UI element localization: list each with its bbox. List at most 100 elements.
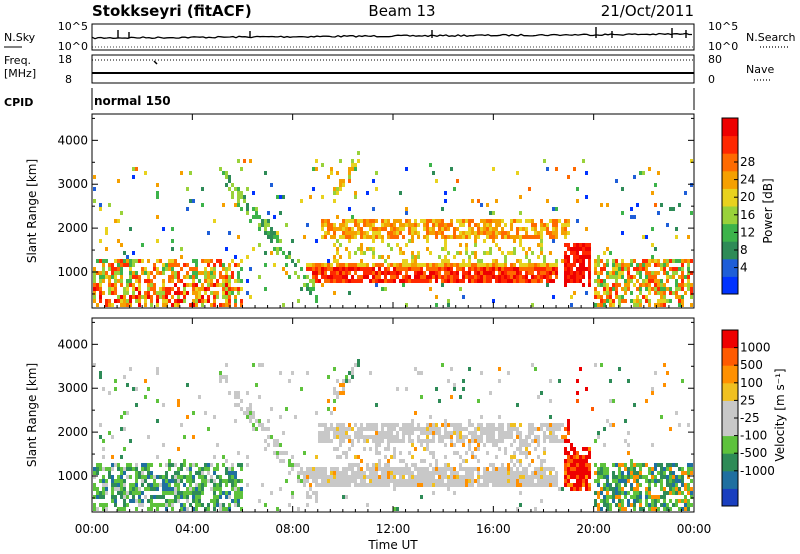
- heatmap-cell: [372, 263, 375, 267]
- heatmap-cell: [624, 495, 627, 499]
- heatmap-cell: [180, 467, 183, 471]
- heatmap-cell: [570, 247, 573, 251]
- heatmap-cell: [477, 263, 480, 267]
- heatmap-cell: [486, 235, 489, 239]
- heatmap-cell: [456, 279, 459, 283]
- heatmap-cell: [525, 435, 528, 439]
- heatmap-cell: [681, 479, 684, 483]
- heatmap-cell: [447, 267, 450, 271]
- heatmap-cell: [288, 463, 291, 467]
- heatmap-cell: [426, 471, 429, 475]
- heatmap-cell: [462, 379, 465, 383]
- heatmap-cell: [99, 503, 102, 507]
- heatmap-cell: [168, 483, 171, 487]
- heatmap-cell: [210, 259, 213, 263]
- heatmap-cell: [483, 483, 486, 487]
- heatmap-cell: [633, 491, 636, 495]
- heatmap-cell: [684, 259, 687, 263]
- heatmap-cell: [648, 271, 651, 275]
- heatmap-cell: [429, 263, 432, 267]
- heatmap-cell: [156, 507, 159, 511]
- heatmap-cell: [237, 491, 240, 495]
- heatmap-cell: [411, 479, 414, 483]
- heatmap-cell: [687, 263, 690, 267]
- heatmap-cell: [183, 435, 186, 439]
- heatmap-cell: [321, 195, 324, 199]
- heatmap-cell: [519, 431, 522, 435]
- heatmap-cell: [183, 495, 186, 499]
- heatmap-cell: [498, 267, 501, 271]
- heatmap-cell: [402, 475, 405, 479]
- heatmap-cell: [531, 223, 534, 227]
- heatmap-cell: [105, 227, 108, 231]
- heatmap-cell: [612, 495, 615, 499]
- heatmap-cell: [483, 471, 486, 475]
- heatmap-cell: [192, 259, 195, 263]
- heatmap-cell: [165, 483, 168, 487]
- heatmap-cell: [486, 223, 489, 227]
- heatmap-cell: [390, 423, 393, 427]
- heatmap-cell: [96, 471, 99, 475]
- heatmap-cell: [102, 291, 105, 295]
- heatmap-cell: [642, 235, 645, 239]
- heatmap-cell: [357, 231, 360, 235]
- heatmap-cell: [636, 487, 639, 491]
- heatmap-cell: [681, 275, 684, 279]
- heatmap-cell: [333, 187, 336, 191]
- heatmap-cell: [507, 371, 510, 375]
- heatmap-cell: [471, 227, 474, 231]
- heatmap-cell: [513, 239, 516, 243]
- heatmap-cell: [174, 495, 177, 499]
- heatmap-cell: [354, 475, 357, 479]
- heatmap-cell: [603, 287, 606, 291]
- heatmap-cell: [573, 271, 576, 275]
- heatmap-cell: [636, 295, 639, 299]
- heatmap-cell: [315, 467, 318, 471]
- heatmap-cell: [426, 231, 429, 235]
- y-tick-label: 1000: [57, 469, 88, 483]
- heatmap-cell: [687, 267, 690, 271]
- heatmap-cell: [624, 287, 627, 291]
- heatmap-cell: [225, 267, 228, 271]
- heatmap-cell: [171, 503, 174, 507]
- heatmap-cell: [336, 379, 339, 383]
- heatmap-cell: [528, 463, 531, 467]
- heatmap-cell: [336, 271, 339, 275]
- heatmap-cell: [213, 495, 216, 499]
- heatmap-cell: [120, 427, 123, 431]
- heatmap-cell: [585, 459, 588, 463]
- heatmap-cell: [258, 499, 261, 503]
- heatmap-cell: [129, 263, 132, 267]
- heatmap-cell: [342, 183, 345, 187]
- heatmap-cell: [204, 267, 207, 271]
- heatmap-cell: [342, 431, 345, 435]
- heatmap-cell: [342, 423, 345, 427]
- heatmap-cell: [501, 267, 504, 271]
- heatmap-cell: [195, 507, 198, 511]
- heatmap-cell: [408, 227, 411, 231]
- heatmap-cell: [468, 471, 471, 475]
- heatmap-cell: [216, 259, 219, 263]
- heatmap-cell: [108, 431, 111, 435]
- heatmap-cell: [309, 487, 312, 491]
- heatmap-cell: [120, 415, 123, 419]
- heatmap-cell: [420, 395, 423, 399]
- heatmap-cell: [192, 411, 195, 415]
- heatmap-cell: [579, 463, 582, 467]
- heatmap-cell: [156, 183, 159, 187]
- station-title: Stokkseyri (fitACF): [92, 2, 252, 20]
- heatmap-cell: [180, 491, 183, 495]
- heatmap-cell: [150, 271, 153, 275]
- heatmap-cell: [423, 475, 426, 479]
- heatmap-cell: [261, 219, 264, 223]
- heatmap-cell: [378, 443, 381, 447]
- heatmap-cell: [327, 435, 330, 439]
- heatmap-cell: [507, 423, 510, 427]
- heatmap-cell: [327, 479, 330, 483]
- heatmap-cell: [510, 483, 513, 487]
- heatmap-cell: [573, 467, 576, 471]
- heatmap-cell: [510, 423, 513, 427]
- heatmap-cell: [168, 291, 171, 295]
- heatmap-cell: [93, 187, 96, 191]
- heatmap-cell: [537, 255, 540, 259]
